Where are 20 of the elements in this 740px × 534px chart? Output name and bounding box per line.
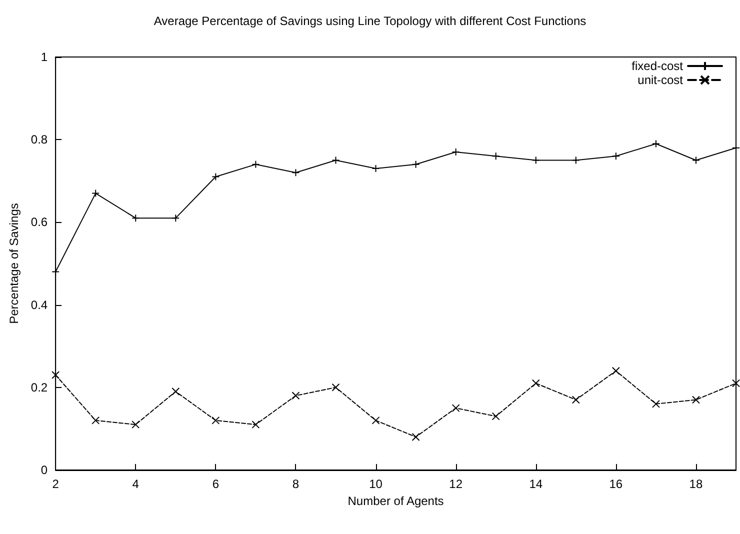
x-tick-label: 8 [292,477,300,491]
x-tick-label: 2 [52,477,60,491]
x-axis-title: Number of Agents [348,494,444,508]
x-tick-label: 18 [689,477,703,491]
chart-title: Average Percentage of Savings using Line Topology with different Cost Functions [154,14,586,28]
x-tick-label: 16 [609,477,623,491]
y-tick-label: 0.6 [30,215,48,230]
x-tick-label: 4 [132,477,140,491]
x-tick-label: 10 [369,477,383,491]
legend-label: unit-cost [638,73,684,87]
y-tick-label: 0.8 [30,132,48,147]
y-tick-label: 0.4 [30,298,48,312]
x-tick-label: 14 [529,477,543,491]
x-tick-label: 12 [449,477,463,491]
y-tick-label: 1 [40,50,48,64]
y-axis-title: Percentage of Savings [7,203,21,324]
y-tick-label: 0.2 [30,380,48,394]
legend-label: fixed-cost [632,59,684,73]
y-tick-label: 0 [40,463,48,477]
x-tick-label: 6 [212,477,220,491]
